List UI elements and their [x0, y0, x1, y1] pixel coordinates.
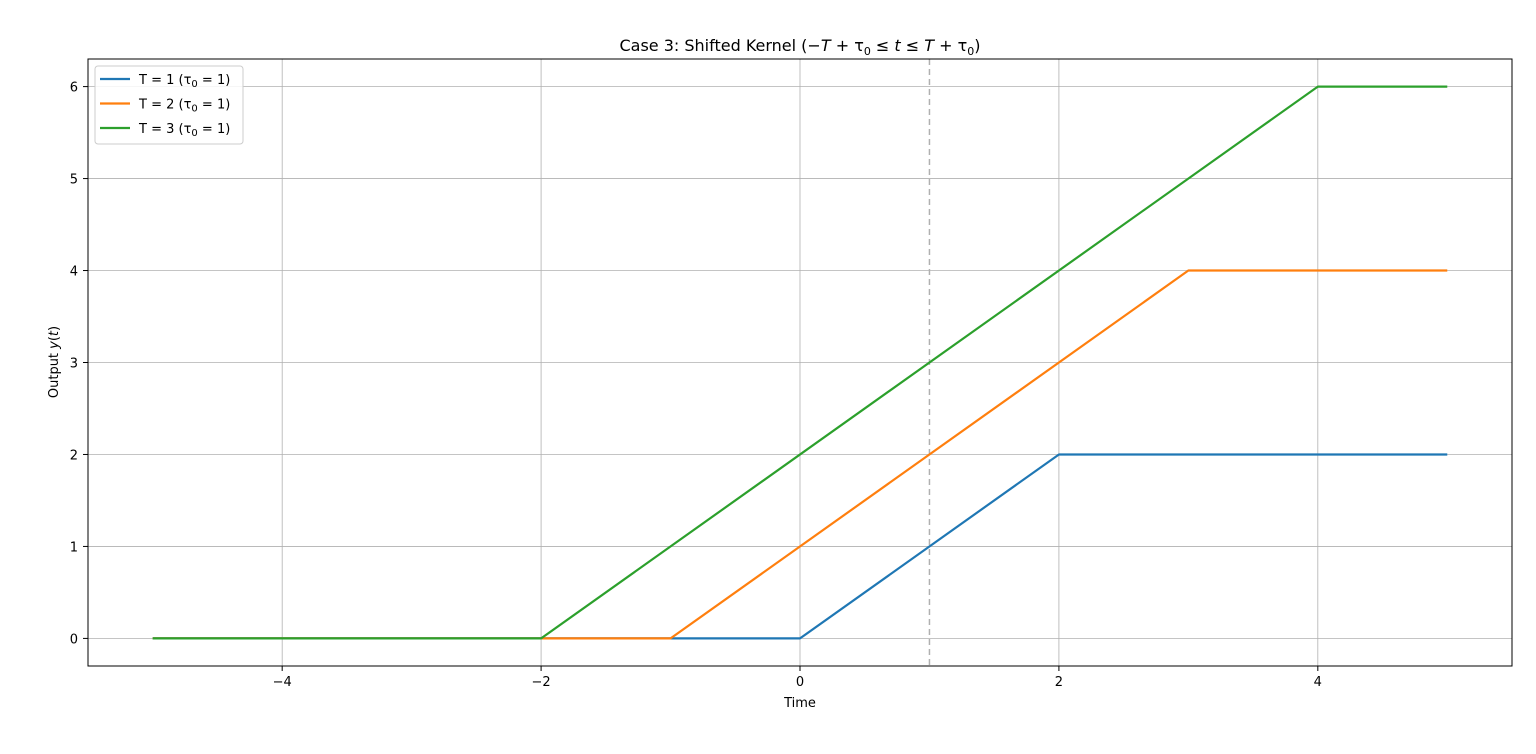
legend-label-2: T = 2 (τ0 = 1)	[138, 98, 230, 115]
chart-title: Case 3: Shifted Kernel (−T + τ0 ≤ t ≤ T …	[619, 36, 980, 58]
grid	[88, 59, 1512, 666]
legend-label-1: T = 1 (τ0 = 1)	[138, 73, 230, 90]
y-tick-label: 4	[70, 265, 78, 280]
legend-box	[94, 65, 244, 145]
y-tick-label: 1	[70, 540, 78, 555]
x-tick-label: 4	[1314, 675, 1322, 690]
series-line-3	[152, 85, 1448, 640]
y-tick-label: 5	[70, 173, 78, 188]
x-tick-label: 2	[1055, 675, 1063, 690]
x-tick-label: −2	[532, 675, 551, 690]
x-tick-label: −4	[273, 675, 292, 690]
series-lines	[152, 85, 1448, 640]
y-axis-ticks: 0 1 2 3 4 5 6	[70, 81, 88, 647]
y-tick-label: 2	[70, 448, 78, 463]
legend: T = 1 (τ0 = 1) T = 2 (τ0 = 1) T = 3 (τ0 = …	[94, 65, 244, 145]
x-axis-ticks: −4 −2 0 2 4	[273, 666, 1322, 690]
x-tick-label: 0	[796, 675, 804, 690]
x-axis-label: Time	[783, 696, 816, 711]
y-axis-label: Output y(t)	[47, 326, 62, 398]
y-tick-label: 3	[70, 357, 78, 372]
y-tick-label: 6	[70, 81, 78, 96]
legend-label-3: T = 3 (τ0 = 1)	[138, 122, 230, 139]
y-tick-label: 0	[70, 632, 78, 647]
